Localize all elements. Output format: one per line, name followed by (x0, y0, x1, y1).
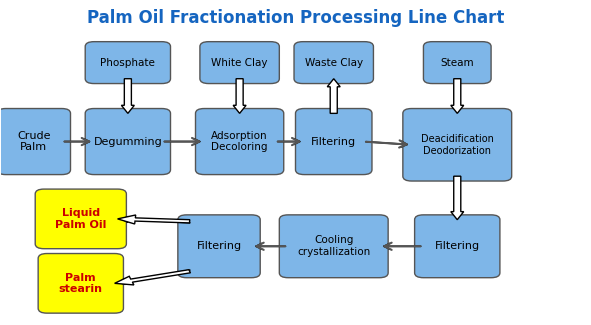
Text: Adsorption
Decoloring: Adsorption Decoloring (212, 131, 268, 152)
Text: Steam: Steam (440, 58, 474, 68)
Polygon shape (451, 176, 464, 220)
Text: Crude
Palm: Crude Palm (17, 131, 50, 152)
Text: Palm
stearin: Palm stearin (59, 273, 103, 294)
Text: Waste Clay: Waste Clay (305, 58, 363, 68)
Text: Liquid
Palm Oil: Liquid Palm Oil (55, 208, 106, 230)
Text: White Clay: White Clay (212, 58, 268, 68)
FancyBboxPatch shape (85, 42, 170, 84)
Polygon shape (327, 79, 340, 113)
FancyBboxPatch shape (85, 109, 170, 175)
Text: Deacidification
Deodorization: Deacidification Deodorization (421, 134, 493, 156)
Text: Palm Oil Fractionation Processing Line Chart: Palm Oil Fractionation Processing Line C… (87, 9, 504, 27)
FancyBboxPatch shape (0, 109, 70, 175)
FancyBboxPatch shape (296, 109, 372, 175)
Polygon shape (233, 79, 246, 113)
FancyBboxPatch shape (415, 215, 500, 278)
Text: Cooling
crystallization: Cooling crystallization (297, 236, 371, 257)
Polygon shape (115, 270, 190, 285)
FancyBboxPatch shape (403, 109, 512, 181)
FancyBboxPatch shape (200, 42, 280, 84)
FancyBboxPatch shape (423, 42, 491, 84)
Text: Filtering: Filtering (435, 241, 480, 251)
Text: Filtering: Filtering (311, 136, 356, 147)
FancyBboxPatch shape (294, 42, 374, 84)
Polygon shape (451, 79, 464, 113)
Text: Filtering: Filtering (196, 241, 242, 251)
Polygon shape (118, 215, 190, 224)
Polygon shape (121, 79, 134, 113)
Text: Phosphate: Phosphate (100, 58, 155, 68)
FancyBboxPatch shape (35, 189, 126, 249)
FancyBboxPatch shape (38, 254, 124, 313)
FancyBboxPatch shape (178, 215, 260, 278)
Text: Degumming: Degumming (93, 136, 163, 147)
FancyBboxPatch shape (280, 215, 388, 278)
FancyBboxPatch shape (196, 109, 284, 175)
